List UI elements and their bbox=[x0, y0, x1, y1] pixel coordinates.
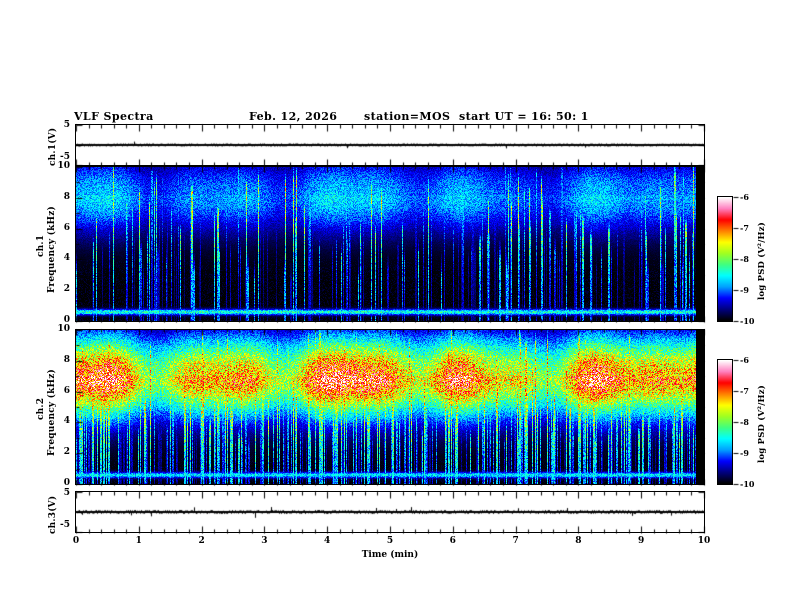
time-tick-9: 9 bbox=[638, 536, 645, 546]
ch2-freq-tick-8: 8 bbox=[63, 354, 70, 365]
colorbar-ch2-tick-neg10: -10 bbox=[740, 479, 755, 489]
colorbar-ch2 bbox=[717, 359, 733, 485]
start-ut-label: start UT = 16: 50: 1 bbox=[459, 110, 589, 123]
colorbar-ch2-gradient bbox=[718, 360, 732, 484]
time-tick-5: 5 bbox=[386, 536, 394, 546]
time-tick-7: 7 bbox=[512, 536, 519, 546]
ch1-voltage-tick-top: 5 bbox=[63, 120, 70, 130]
time-tick-10: 10 bbox=[697, 536, 711, 546]
panel-ch2-spectrogram bbox=[75, 329, 705, 485]
colorbar-ch1-tick-neg7: -7 bbox=[740, 223, 749, 233]
ch2-freq-tick-6: 6 bbox=[63, 385, 70, 396]
colorbar-ch1 bbox=[717, 196, 733, 322]
ch1-voltage-trace bbox=[76, 125, 704, 165]
colorbar-ch2-tick-neg9: -9 bbox=[740, 448, 749, 458]
figure-title-row: VLF Spectra Feb. 12, 2026 station=MOS st… bbox=[74, 110, 714, 125]
colorbar-ch2-tick-neg8: -8 bbox=[740, 417, 749, 427]
colorbar-ch1-tick-neg10: -10 bbox=[740, 316, 755, 326]
colorbar-ch1-tick-neg9: -9 bbox=[740, 285, 749, 295]
ch1-freq-tick-8: 8 bbox=[63, 191, 70, 202]
ch1-spectrogram-image bbox=[76, 167, 696, 321]
time-axis-title: Time (min) bbox=[361, 550, 419, 560]
ch1-frequency-axis-title: Frequency (kHz) bbox=[47, 205, 57, 293]
time-tick-3: 3 bbox=[261, 536, 268, 546]
station-label: station=MOS bbox=[364, 110, 451, 123]
observation-date: Feb. 12, 2026 bbox=[249, 110, 338, 123]
colorbar-ch2-title: log PSD (V²/Hz) bbox=[757, 385, 767, 463]
panel-ch1-spectrogram bbox=[75, 166, 705, 322]
colorbar-ch1-gradient bbox=[718, 197, 732, 321]
time-tick-0: 0 bbox=[72, 536, 80, 546]
panel-ch1-voltage bbox=[75, 124, 705, 166]
time-tick-6: 6 bbox=[449, 536, 456, 546]
time-tick-2: 2 bbox=[198, 536, 205, 546]
ch2-freq-tick-4: 4 bbox=[63, 416, 70, 427]
figure-title: VLF Spectra bbox=[74, 110, 154, 123]
ch1-freq-tick-10: 10 bbox=[57, 161, 70, 171]
ch1-freq-tick-2: 2 bbox=[63, 284, 70, 295]
colorbar-ch1-tick-neg6: -6 bbox=[740, 192, 749, 202]
colorbar-ch1-tick-neg8: -8 bbox=[740, 254, 749, 264]
time-tick-1: 1 bbox=[135, 536, 142, 546]
ch3-voltage-trace bbox=[76, 492, 704, 532]
ch2-freq-tick-2: 2 bbox=[63, 447, 70, 458]
ch2-spectrogram-image bbox=[76, 330, 696, 484]
colorbar-ch2-tick-neg7: -7 bbox=[740, 386, 749, 396]
ch3-voltage-tick-top: 5 bbox=[63, 488, 70, 498]
colorbar-ch1-title: log PSD (V²/Hz) bbox=[757, 222, 767, 300]
ch2-channel-axis-title: ch.2 bbox=[36, 397, 46, 420]
ch2-frequency-axis-title: Frequency (kHz) bbox=[47, 368, 57, 456]
ch2-freq-tick-10: 10 bbox=[57, 324, 70, 334]
ch2-freq-tick-0: 0 bbox=[63, 478, 70, 488]
panel-ch3-voltage bbox=[75, 491, 705, 533]
ch3-voltage-tick-bottom: -5 bbox=[60, 520, 70, 530]
ch1-channel-axis-title: ch.1 bbox=[36, 234, 46, 257]
ch1-freq-tick-6: 6 bbox=[63, 222, 70, 233]
ch1-freq-tick-4: 4 bbox=[63, 253, 70, 264]
time-tick-8: 8 bbox=[575, 536, 582, 546]
colorbar-ch2-tick-neg6: -6 bbox=[740, 355, 749, 365]
time-tick-4: 4 bbox=[324, 536, 331, 546]
